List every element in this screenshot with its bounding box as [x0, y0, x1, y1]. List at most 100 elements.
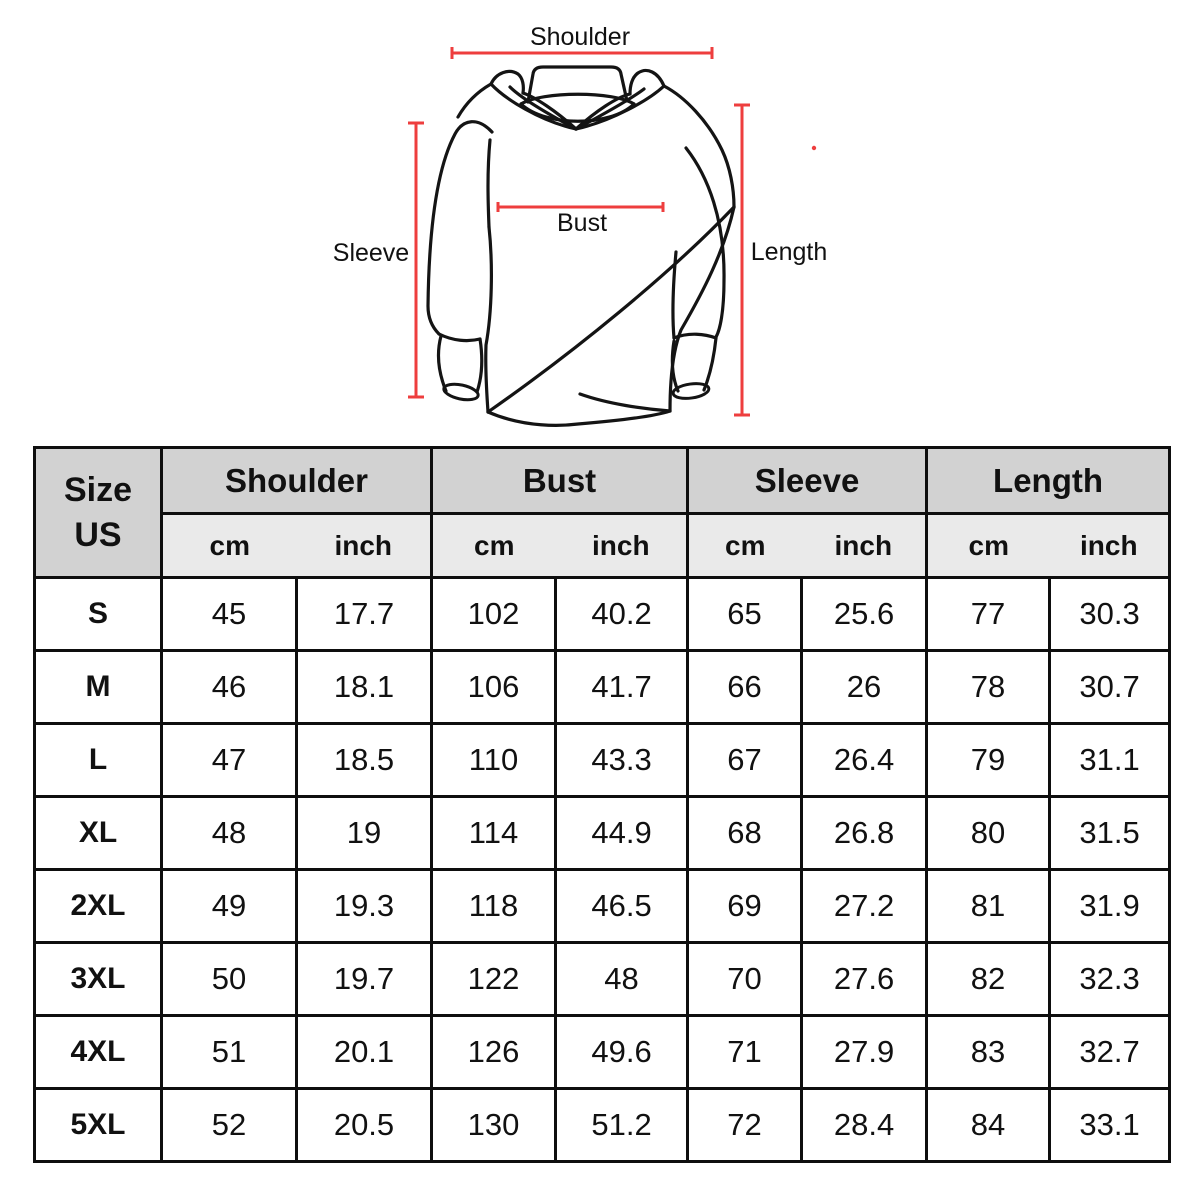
unit-header-inch: inch: [296, 512, 434, 579]
measurement-cell: 19.3: [294, 868, 434, 944]
red-artifact-dot: [811, 145, 817, 151]
measurement-cell: 17.7: [294, 576, 434, 652]
hood-fold-left: [489, 69, 525, 95]
measurement-cell: 47: [160, 722, 298, 798]
left-cuff-opening: [442, 382, 480, 402]
measurement-cell: 30.7: [1048, 649, 1172, 725]
left-sleeve-outer: [426, 120, 494, 336]
measurement-cell: 84: [925, 1087, 1052, 1163]
table-row-xl: XL 48 19 114 44.9 68 26.8 80 31.5: [33, 795, 1172, 871]
unit-header-cm: cm: [925, 512, 1050, 579]
measurement-cell: 126: [430, 1014, 558, 1090]
measurement-cell: 51: [160, 1014, 298, 1090]
shoulder-measure-line: [450, 47, 714, 59]
table-row-m: M 46 18.1 106 41.7 66 26 78 30.7: [33, 649, 1172, 725]
hoodie-illustration: [426, 65, 736, 427]
measurement-cell: 114: [430, 795, 558, 871]
size-label: XL: [33, 795, 163, 871]
measurement-cell: 77: [925, 576, 1052, 652]
size-label: 5XL: [33, 1087, 163, 1163]
measurement-cell: 81: [925, 868, 1052, 944]
measurement-cell: 26: [800, 649, 929, 725]
measurement-cell: 19.7: [294, 941, 434, 1017]
measurement-cell: 48: [554, 941, 690, 1017]
size-label: 2XL: [33, 868, 163, 944]
measurement-cell: 31.5: [1048, 795, 1172, 871]
table-row-l: L 47 18.5 110 43.3 67 26.4 79 31.1: [33, 722, 1172, 798]
table-header-row: Size US Shoulder Bust Sleeve Length: [33, 446, 1172, 579]
measurement-cell: 102: [430, 576, 558, 652]
measurement-cell: 31.9: [1048, 868, 1172, 944]
bust-measure-line: [496, 202, 665, 212]
wrap-diagonal-edge: [486, 205, 736, 414]
measurement-cell: 65: [686, 576, 804, 652]
measurement-cell: 40.2: [554, 576, 690, 652]
sleeve-column-header: Sleeve: [686, 446, 929, 515]
measurement-cell: 80: [925, 795, 1052, 871]
measurement-cell: 110: [430, 722, 558, 798]
measurement-cell: 118: [430, 868, 558, 944]
measurement-cell: 27.6: [800, 941, 929, 1017]
measurement-cell: 32.3: [1048, 941, 1172, 1017]
measurement-cell: 71: [686, 1014, 804, 1090]
measurement-lines: [408, 47, 817, 417]
hem-inner-curve: [578, 392, 672, 413]
table-row-4xl: 4XL 51 20.1 126 49.6 71 27.9 83 32.7: [33, 1014, 1172, 1090]
table-row-3xl: 3XL 50 19.7 122 48 70 27.6 82 32.3: [33, 941, 1172, 1017]
sleeve-label: Sleeve: [333, 239, 409, 267]
unit-header-cm: cm: [430, 512, 556, 579]
measurement-cell: 44.9: [554, 795, 690, 871]
measurement-cell: 48: [160, 795, 298, 871]
measurement-cell: 46: [160, 649, 298, 725]
measurement-cell: 70: [686, 941, 804, 1017]
measurement-cell: 130: [430, 1087, 558, 1163]
right-shoulder-line: [662, 84, 736, 209]
bust-column-header: Bust: [430, 446, 690, 515]
measurement-cell: 27.9: [800, 1014, 929, 1090]
hood-back-outline: [526, 65, 629, 104]
left-sleeve-inner: [486, 138, 492, 229]
size-label: 4XL: [33, 1014, 163, 1090]
length-measure-line: [734, 103, 750, 417]
measurement-cell: 51.2: [554, 1087, 690, 1163]
unit-header-cm: cm: [160, 512, 297, 579]
unit-header-inch: inch: [801, 512, 929, 579]
measurement-cell: 32.7: [1048, 1014, 1172, 1090]
left-shoulder-line: [456, 82, 493, 119]
measurement-cell: 18.5: [294, 722, 434, 798]
measurement-cell: 67: [686, 722, 804, 798]
size-header-line1: Size: [63, 471, 133, 510]
shoulder-label: Shoulder: [530, 23, 630, 51]
measurement-cell: 20.5: [294, 1087, 434, 1163]
measurement-cell: 82: [925, 941, 1052, 1017]
measurement-cell: 78: [925, 649, 1052, 725]
measurement-cell: 83: [925, 1014, 1052, 1090]
length-column-header: Length: [925, 446, 1172, 515]
measurement-cell: 50: [160, 941, 298, 1017]
table-row-2xl: 2XL 49 19.3 118 46.5 69 27.2 81 31.9: [33, 868, 1172, 944]
measurement-cell: 28.4: [800, 1087, 929, 1163]
measurement-cell: 26.8: [800, 795, 929, 871]
bust-label: Bust: [557, 209, 607, 237]
shoulder-column-header: Shoulder: [159, 446, 434, 515]
measurement-cell: 43.3: [554, 722, 690, 798]
size-label: M: [33, 649, 163, 725]
sleeve-measure-line: [408, 121, 424, 399]
measurement-cell: 27.2: [800, 868, 929, 944]
size-label: S: [33, 576, 163, 652]
length-label: Length: [751, 238, 827, 266]
hem-outer-curve: [486, 409, 672, 427]
measurement-cell: 52: [160, 1087, 298, 1163]
measurement-cell: 31.1: [1048, 722, 1172, 798]
body-left-edge: [484, 225, 493, 414]
measurement-cell: 26.4: [800, 722, 929, 798]
right-sleeve-outer: [684, 146, 726, 339]
measurement-cell: 69: [686, 868, 804, 944]
table-row-5xl: 5XL 52 20.5 130 51.2 72 28.4 84 33.1: [33, 1087, 1172, 1163]
unit-header-cm: cm: [686, 512, 802, 579]
table-unit-row: cm inch cm inch cm inch cm inch: [35, 512, 1172, 579]
table-row-s: S 45 17.7 102 40.2 65 25.6 77 30.3: [33, 576, 1172, 652]
size-header-line2: US: [74, 515, 122, 554]
measurement-cell: 45: [160, 576, 298, 652]
